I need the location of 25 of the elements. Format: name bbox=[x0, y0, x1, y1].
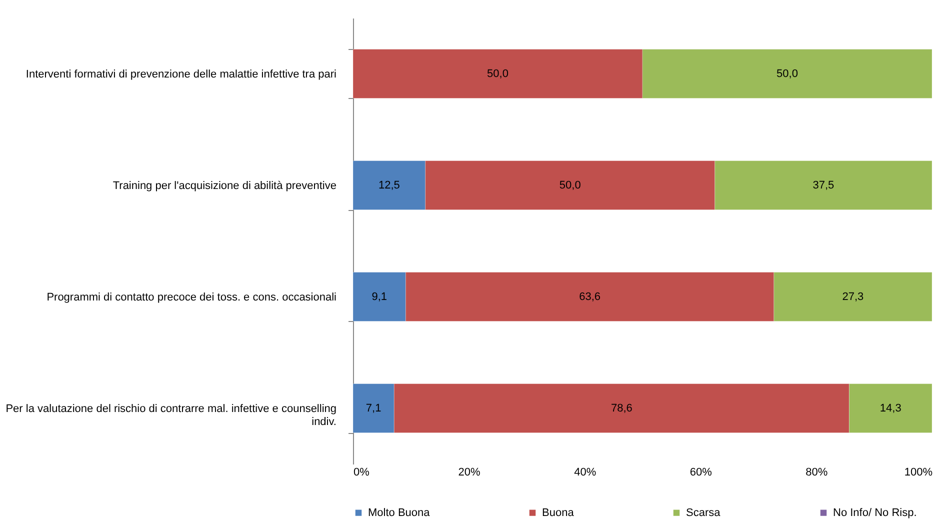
legend-label: Buona bbox=[542, 506, 575, 519]
data-label: 50,0 bbox=[776, 68, 798, 80]
y-tick-label: Per la valutazione del rischio di contrarre mal. infettive e counselling indiv. bbox=[6, 402, 336, 428]
legend-label: No Info/ No Risp. bbox=[833, 506, 917, 519]
legend-label: Molto Buona bbox=[368, 506, 431, 519]
x-tick-label: 0% bbox=[354, 466, 370, 478]
data-label: 14,3 bbox=[880, 402, 902, 414]
x-tick-label: 80% bbox=[806, 466, 828, 478]
data-label: 50,0 bbox=[487, 68, 508, 80]
legend-label: Scarsa bbox=[686, 506, 722, 519]
data-label: 50,0 bbox=[559, 179, 581, 192]
data-label: 9,1 bbox=[372, 290, 387, 303]
x-tick-label: 100% bbox=[904, 466, 933, 478]
data-label: 27,3 bbox=[842, 290, 864, 303]
x-tick-label: 20% bbox=[458, 466, 481, 478]
data-label: 63,6 bbox=[579, 290, 601, 303]
data-label: 37,5 bbox=[812, 179, 834, 192]
data-label: 7,1 bbox=[366, 402, 382, 414]
y-tick-label: Training per l'acquisizione di abilità preventive bbox=[112, 180, 336, 192]
x-tick-label: 60% bbox=[690, 466, 712, 478]
y-tick-label: Programmi di contatto precoce dei toss. e cons. occasionali bbox=[46, 291, 336, 304]
data-label: 78,6 bbox=[610, 402, 632, 414]
x-tick-label: 40% bbox=[574, 466, 596, 478]
y-tick-label: Interventi formativi di prevenzione delle malattie infettive tra pari bbox=[26, 68, 336, 80]
data-label: 12,5 bbox=[378, 179, 400, 192]
